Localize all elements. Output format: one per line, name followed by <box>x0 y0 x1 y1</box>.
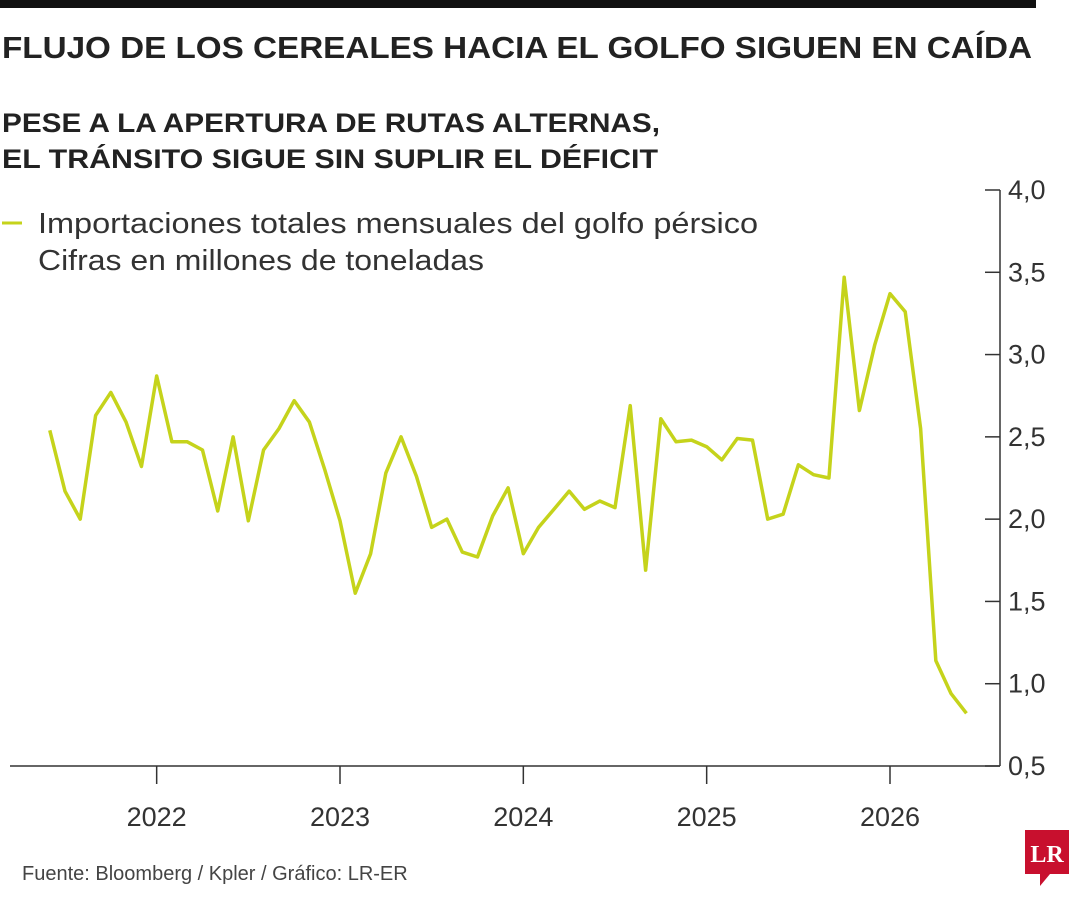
top-bar <box>0 0 1036 8</box>
source: Fuente: Bloomberg / Kpler / Gráfico: LR-… <box>22 863 408 885</box>
chart-subtitle: EL TRÁNSITO SIGUE SIN SUPLIR EL DÉFICIT <box>2 143 659 174</box>
logo: LR <box>1030 842 1064 868</box>
y-tick-label: 3,0 <box>1008 340 1046 370</box>
y-tick-label: 2,0 <box>1008 504 1046 534</box>
x-tick-label: 2026 <box>860 802 920 832</box>
x-tick-label: 2023 <box>310 802 370 832</box>
x-tick-label: 2025 <box>677 802 737 832</box>
y-tick-label: 4,0 <box>1008 175 1046 205</box>
y-tick-label: 1,5 <box>1008 586 1046 616</box>
unit-note: Cifras en millones de toneladas <box>38 245 484 277</box>
x-tick-label: 2024 <box>493 802 553 832</box>
logo-tail <box>1040 874 1050 886</box>
series-line <box>48 275 968 715</box>
chart-title: FLUJO DE LOS CEREALES HACIA EL GOLFO SIG… <box>2 30 1032 65</box>
logo-box <box>1025 830 1069 874</box>
y-tick-label: 0,5 <box>1008 751 1046 781</box>
y-tick-label: 1,0 <box>1008 669 1046 699</box>
y-tick-label: 2,5 <box>1008 422 1046 452</box>
x-tick-label: 2022 <box>127 802 187 832</box>
y-tick-label: 3,5 <box>1008 257 1046 287</box>
chart-subtitle: PESE A LA APERTURA DE RUTAS ALTERNAS, <box>2 108 660 138</box>
legend-label: Importaciones totales mensuales del golf… <box>38 208 758 240</box>
